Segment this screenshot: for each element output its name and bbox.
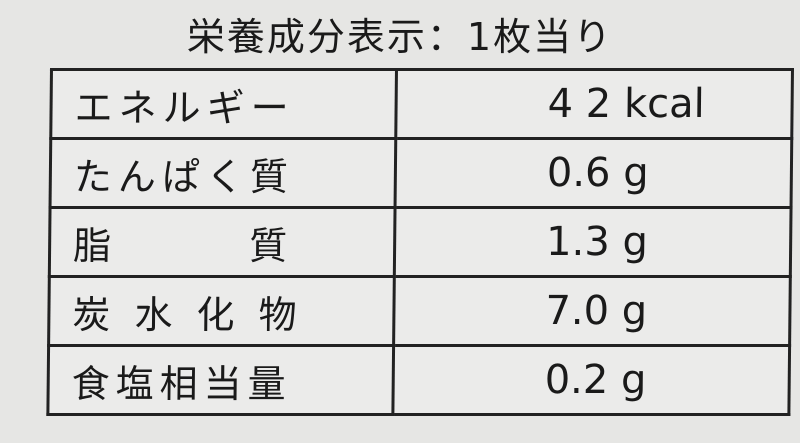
row-label: エネルギー: [50, 69, 397, 139]
row-label: たんぱく質: [50, 138, 396, 208]
table-row: 食塩相当量 0.2 g: [47, 345, 790, 415]
row-label: 食塩相当量: [47, 345, 394, 415]
row-value: 1.3 g: [394, 207, 792, 277]
row-value: 0.2 g: [392, 345, 790, 415]
label-title: 栄養成分表示：1枚当り: [186, 15, 614, 59]
table-row: たんぱく質 0.6 g: [50, 138, 792, 208]
row-value: 7.0 g: [393, 276, 791, 346]
row-value: 4 2 kcal: [395, 69, 793, 139]
row-value: 0.6 g: [395, 138, 792, 208]
table-row: エネルギー 4 2 kcal: [50, 69, 793, 139]
table-row: 脂 質 1.3 g: [49, 207, 792, 277]
row-label: 炭 水 化 物: [48, 276, 395, 346]
table-row: 炭 水 化 物 7.0 g: [48, 276, 791, 346]
nutrition-table: エネルギー 4 2 kcal たんぱく質 0.6 g 脂 質 1.3 g 炭 水…: [46, 68, 795, 416]
row-label: 脂 質: [49, 207, 396, 277]
